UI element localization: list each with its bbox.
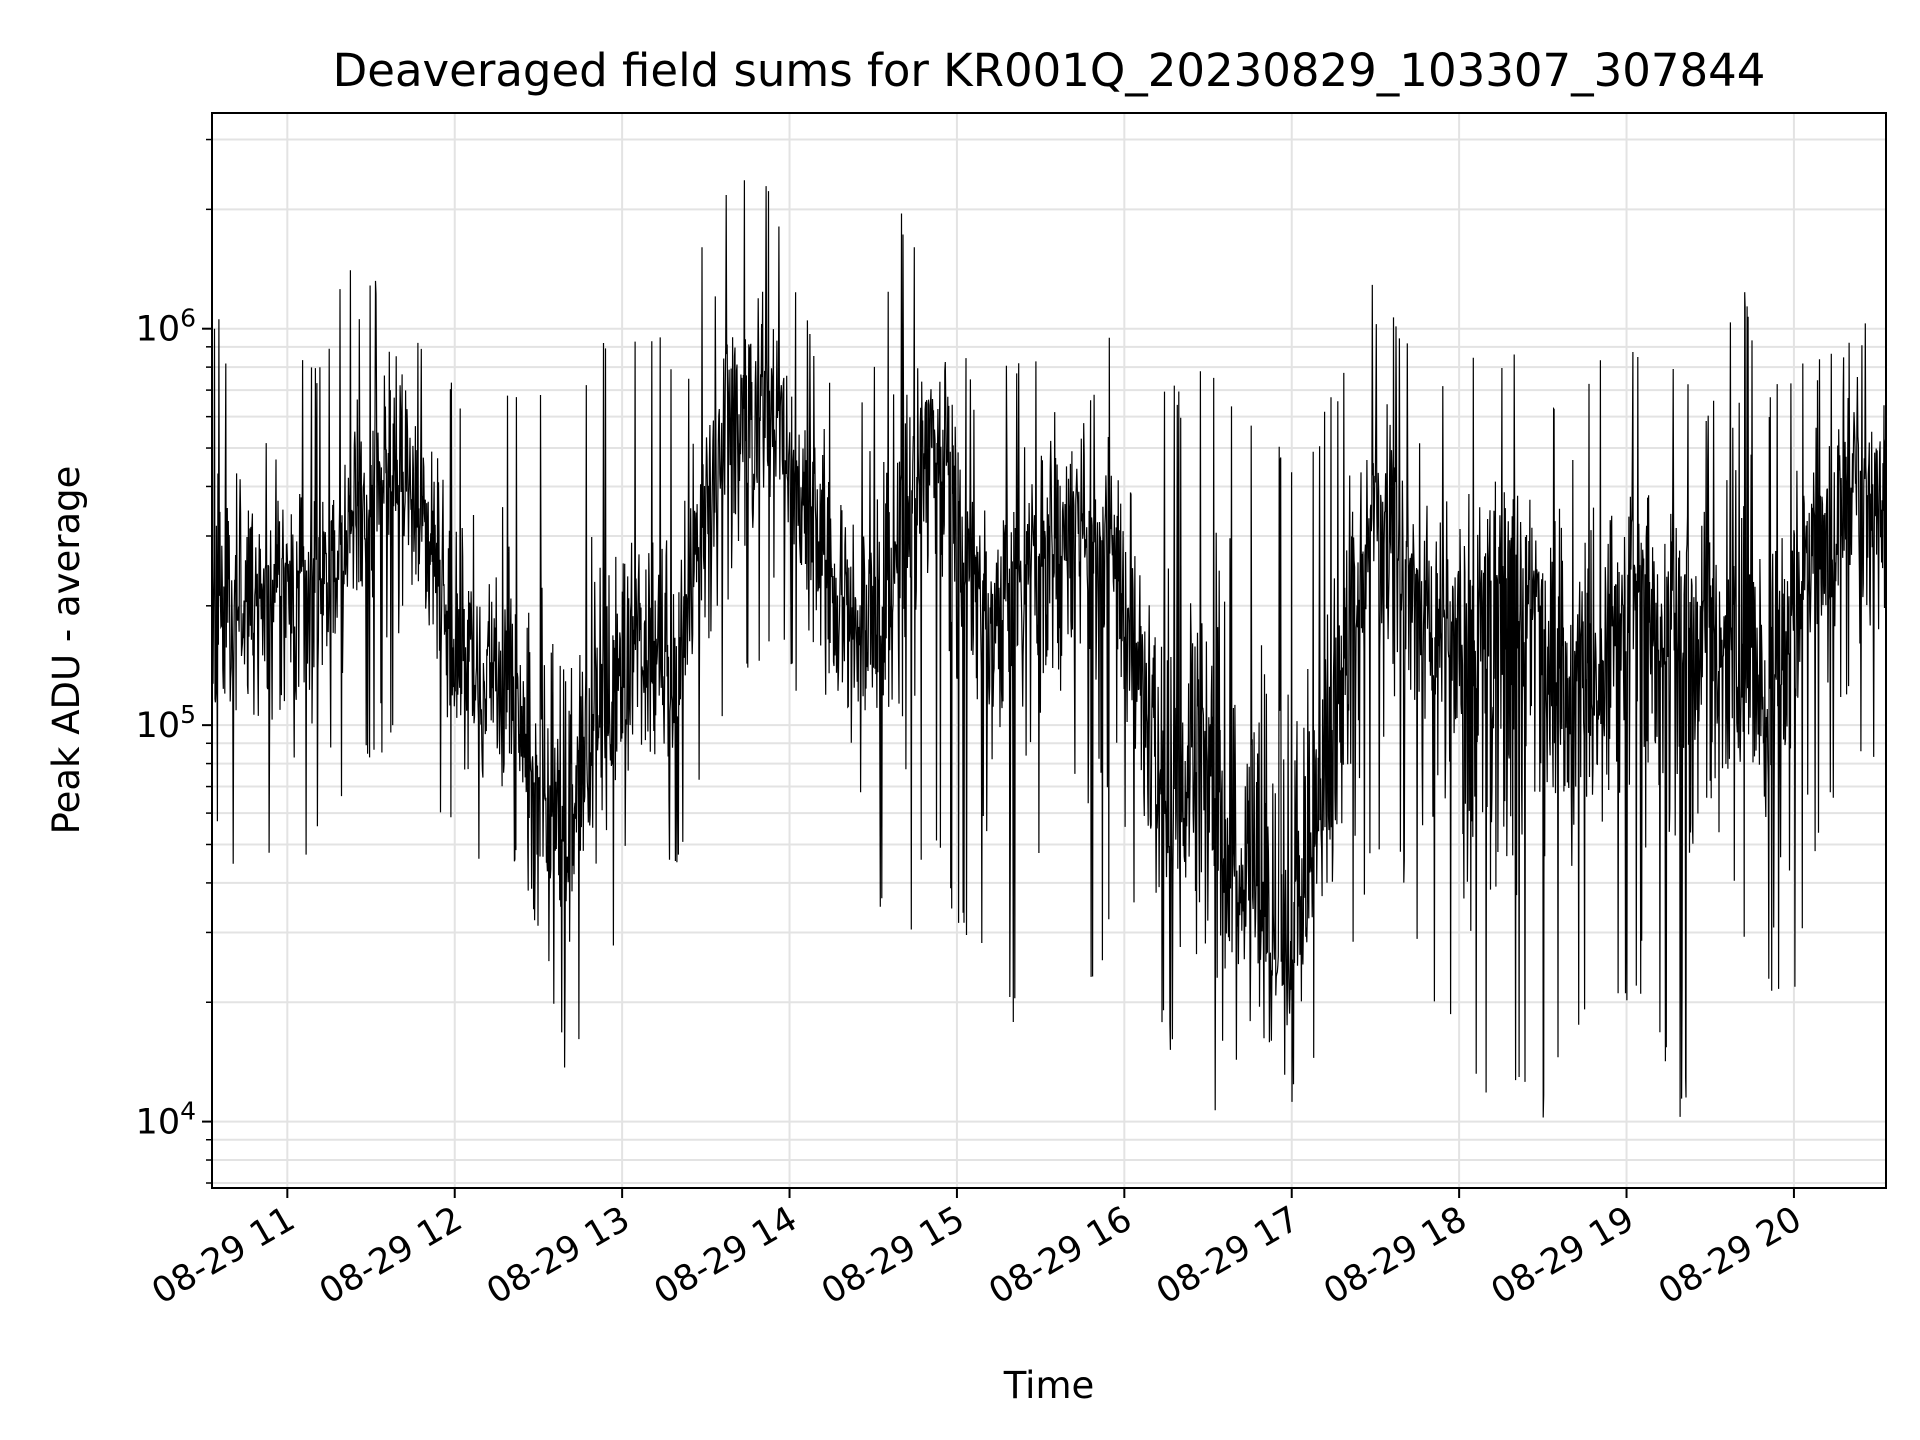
x-axis-label: Time (1003, 1364, 1095, 1407)
series-line (211, 180, 1887, 1118)
y-axis-label: Peak ADU - average (45, 466, 88, 835)
y-tick-label: 104 (136, 1097, 196, 1143)
y-tick-label: 106 (136, 304, 196, 350)
chart-title: Deaveraged field sums for KR001Q_2023082… (333, 44, 1766, 97)
y-tick-label: 105 (136, 700, 196, 746)
plot-frame (211, 112, 1887, 1189)
